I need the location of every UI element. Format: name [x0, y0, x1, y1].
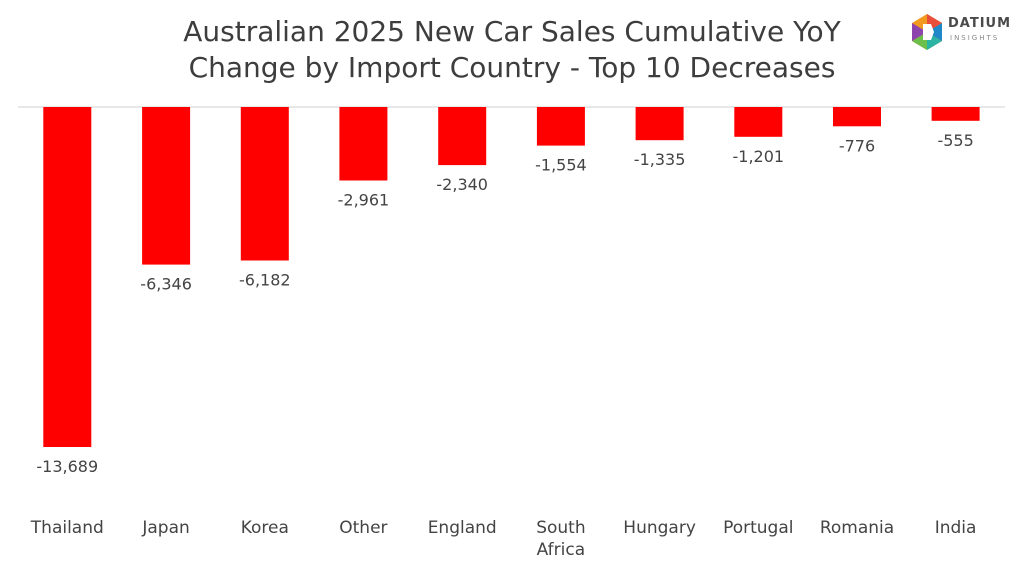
- data-label: -2,961: [338, 191, 390, 210]
- logo-subtitle: INSIGHTS: [950, 34, 1000, 42]
- x-tick-label: Korea: [241, 518, 289, 538]
- data-label: -555: [937, 131, 973, 150]
- datium-logo-icon: [912, 14, 942, 50]
- chart-title-line-2: Change by Import Country - Top 10 Decrea…: [188, 51, 836, 84]
- data-label: -1,201: [733, 147, 785, 166]
- bar-thailand: [43, 107, 92, 447]
- bar-portugal: [734, 107, 783, 137]
- data-label: -1,554: [535, 156, 587, 175]
- x-tick-label: Japan: [141, 518, 189, 538]
- x-tick-label: Africa: [537, 540, 586, 560]
- bar-japan: [142, 107, 191, 265]
- data-label: -1,335: [634, 150, 686, 169]
- x-tick-label: Other: [339, 518, 387, 538]
- x-tick-label: India: [935, 518, 977, 538]
- bar-korea: [240, 107, 289, 261]
- chart-title: Australian 2025 New Car Sales Cumulative…: [0, 14, 1024, 86]
- x-tick-label: England: [428, 518, 497, 538]
- x-tick-label: Thailand: [30, 518, 104, 538]
- bar-south-africa: [536, 107, 585, 146]
- data-label: -2,340: [436, 175, 488, 194]
- bar-romania: [833, 107, 881, 127]
- data-label: -6,182: [239, 271, 291, 290]
- bar-india: [931, 107, 980, 121]
- data-label: -13,689: [36, 457, 98, 476]
- bar-hungary: [635, 107, 684, 141]
- bar-other: [339, 107, 388, 181]
- data-label: -776: [839, 136, 875, 155]
- data-label: -6,346: [140, 275, 192, 294]
- datium-logo: DATIUM INSIGHTS: [910, 12, 1020, 56]
- x-tick-label: Romania: [820, 518, 894, 538]
- x-tick-label: South: [536, 518, 585, 538]
- bar-england: [438, 107, 487, 166]
- logo-wordmark: DATIUM: [948, 16, 1012, 31]
- x-tick-label: Portugal: [723, 518, 793, 538]
- chart-title-line-1: Australian 2025 New Car Sales Cumulative…: [183, 15, 841, 48]
- x-tick-label: Hungary: [623, 518, 696, 538]
